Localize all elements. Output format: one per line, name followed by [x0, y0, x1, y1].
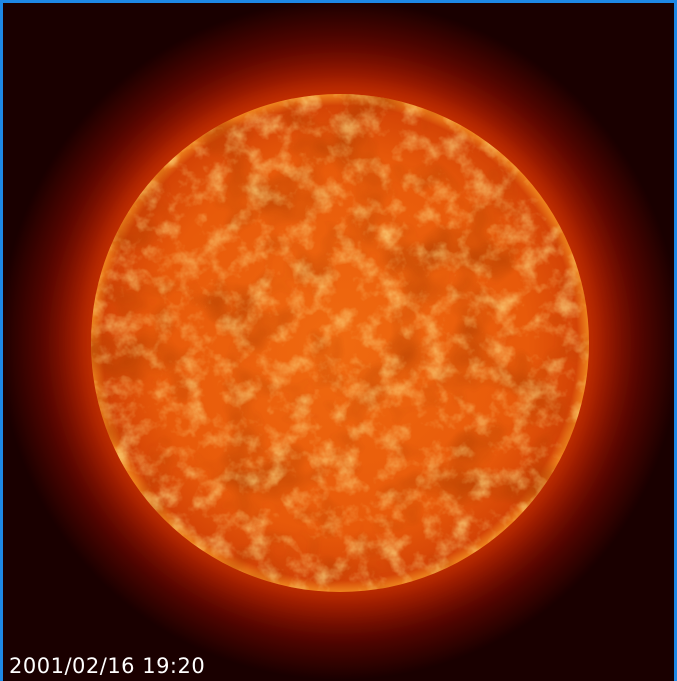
solar-image: 2001/02/16 19:20	[3, 3, 674, 681]
timestamp: 2001/02/16 19:20	[9, 654, 205, 678]
granulation	[91, 94, 589, 592]
